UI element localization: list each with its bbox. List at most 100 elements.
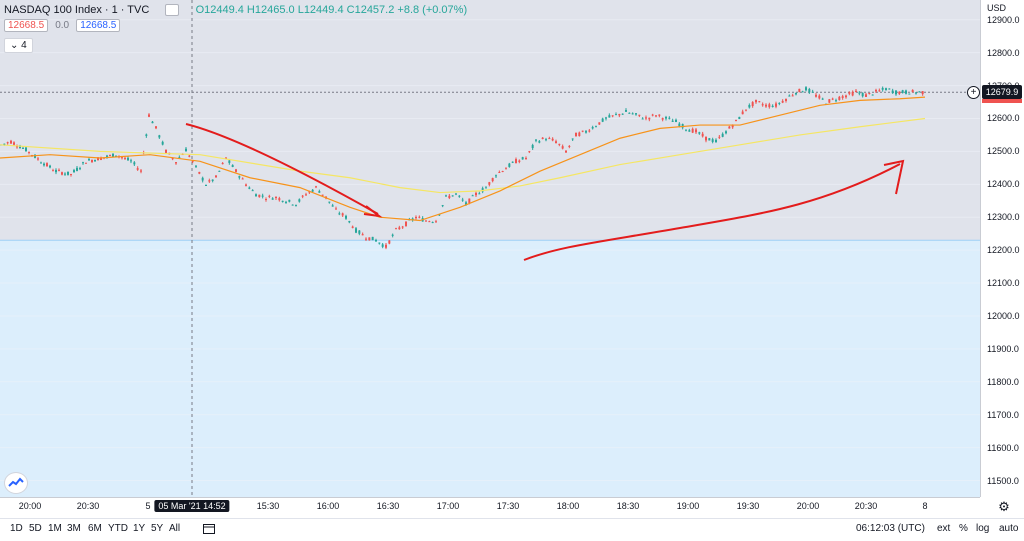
range-button-all[interactable]: All — [169, 523, 181, 534]
candle-body — [85, 162, 87, 164]
time-tick-label: 20:00 — [796, 501, 820, 511]
candle-body — [133, 162, 136, 165]
range-button-5y[interactable]: 5Y — [151, 523, 164, 534]
candle-body — [441, 205, 444, 207]
time-axis[interactable]: 20:00 20:30 5 15:30 16:00 16:30 17:00 17:30 18:0… — [0, 497, 980, 518]
candle-body — [791, 95, 794, 97]
range-button-5d[interactable]: 5D — [29, 523, 42, 534]
candle-body — [315, 186, 317, 188]
candle-body — [498, 171, 501, 173]
eye-icon[interactable] — [165, 4, 180, 17]
candle-body — [581, 130, 584, 132]
candle-body — [735, 119, 737, 121]
candle-body — [205, 184, 207, 186]
bid-price-box[interactable]: 12668.5 — [4, 19, 49, 32]
candle-body — [124, 157, 126, 159]
settings-gear-icon[interactable]: ⚙ — [998, 499, 1010, 514]
range-button-3m[interactable]: 3M — [67, 523, 81, 534]
chart-area[interactable]: NASDAQ 100 Index · 1 · TVC O12449.4 H124… — [0, 0, 980, 497]
candle-body — [136, 168, 139, 170]
candle-body — [140, 170, 142, 172]
candle-body — [435, 221, 437, 223]
candle-body — [568, 145, 571, 147]
candle-body — [545, 139, 547, 141]
candle-body — [705, 136, 707, 141]
candle-body — [881, 87, 884, 90]
option-percent[interactable]: % — [959, 523, 968, 534]
price-tick-label: 11900.0 — [987, 343, 1019, 354]
range-button-1d[interactable]: 1D — [10, 523, 23, 534]
candle-body — [165, 149, 167, 153]
candle-body — [401, 226, 404, 228]
candle-body — [828, 99, 831, 103]
candle-body — [521, 157, 524, 160]
candle-body — [631, 113, 634, 115]
indicators-toggle[interactable]: ⌄ 4 — [4, 38, 33, 53]
candle-body — [61, 172, 63, 175]
option-log[interactable]: log — [976, 523, 990, 534]
candle-body — [788, 95, 791, 97]
add-alert-icon[interactable]: + — [967, 86, 980, 100]
candle-body — [58, 169, 60, 171]
option-auto[interactable]: auto — [999, 523, 1019, 534]
last-price-tag: 12679.9 — [982, 85, 1022, 100]
candle-body — [678, 123, 681, 127]
candle-body — [565, 150, 567, 153]
candle-body — [431, 222, 434, 224]
candle-body — [715, 139, 717, 143]
candle-body — [688, 130, 691, 132]
candle-body — [855, 90, 857, 92]
price-tick-label: 12400.0 — [987, 179, 1020, 190]
range-button-6m[interactable]: 6M — [88, 523, 102, 534]
candle-body — [911, 89, 914, 93]
range-button-1m[interactable]: 1M — [48, 523, 62, 534]
candle-body — [231, 165, 234, 167]
candle-body — [341, 213, 344, 216]
tradingview-logo-icon[interactable] — [4, 472, 28, 494]
candle-body — [671, 120, 674, 122]
candle-body — [398, 227, 401, 230]
candle-body — [481, 188, 484, 192]
utc-clock[interactable]: 06:12:03 (UTC) — [856, 523, 925, 534]
candle-body — [418, 216, 421, 218]
candle-body — [731, 125, 734, 128]
candle-body — [185, 148, 187, 152]
candle-body — [70, 174, 72, 176]
candle-body — [358, 230, 361, 234]
candle-body — [768, 104, 771, 108]
candle-body — [461, 199, 464, 201]
candle-body — [215, 175, 217, 178]
candle-body — [248, 187, 251, 189]
candle-body — [251, 190, 254, 192]
candle-body — [738, 116, 741, 119]
candle-body — [16, 146, 18, 148]
candle-body — [488, 182, 491, 185]
candle-body — [858, 92, 861, 94]
candle-body — [665, 117, 667, 119]
candle-body — [411, 218, 414, 221]
price-chart[interactable] — [0, 0, 980, 497]
ma-fast-line — [0, 96, 926, 222]
candle-body — [19, 146, 21, 149]
candle-body — [318, 191, 321, 193]
ask-price-box[interactable]: 12668.5 — [76, 19, 121, 32]
price-axis[interactable]: 12900.012800.012700.012600.012500.012400… — [967, 0, 1024, 497]
candle-body — [278, 198, 281, 201]
candle-body — [55, 169, 57, 173]
currency-label[interactable]: USD — [987, 3, 1007, 13]
candle-body — [425, 220, 427, 222]
range-button-1y[interactable]: 1Y — [133, 523, 146, 534]
candle-body — [145, 134, 148, 136]
option-ext[interactable]: ext — [937, 523, 951, 534]
symbol-title[interactable]: NASDAQ 100 Index · 1 · TVC — [4, 4, 150, 17]
candle-body — [171, 158, 174, 160]
down-arrow-head — [363, 205, 383, 218]
candle-body — [701, 133, 704, 137]
candle-body — [721, 133, 724, 137]
goto-date-icon[interactable] — [203, 523, 215, 537]
candle-body — [675, 119, 677, 122]
range-button-ytd[interactable]: YTD — [108, 523, 128, 534]
candle-body — [391, 234, 394, 236]
candle-body — [508, 163, 511, 167]
candle-body — [548, 138, 551, 140]
